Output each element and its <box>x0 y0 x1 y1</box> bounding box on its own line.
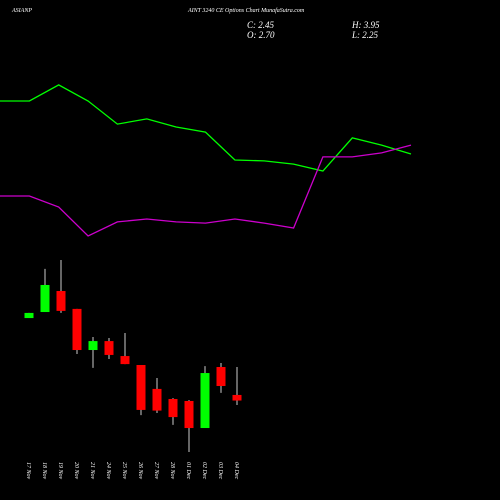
title-left: ASIANP <box>11 8 32 14</box>
line-series <box>0 84 412 172</box>
candle-body <box>88 341 98 351</box>
x-tick-label: 01 Dec <box>185 462 191 479</box>
x-tick-label: 21 Nov <box>89 462 95 480</box>
low-label: L: 2.25 <box>351 30 379 40</box>
candle-body <box>184 400 194 429</box>
x-tick-label: 18 Nov <box>41 462 47 480</box>
high-label: H: 3.95 <box>351 20 380 30</box>
open-label: O: 2.70 <box>247 30 275 40</box>
candle-body <box>168 398 178 418</box>
x-tick-label: 20 Nov <box>73 462 79 480</box>
candle-body <box>200 373 210 429</box>
candle-body <box>232 394 242 401</box>
x-tick-label: 26 Nov <box>137 462 143 480</box>
x-tick-label: 19 Nov <box>57 462 63 480</box>
candle-body <box>40 284 50 313</box>
candle-body <box>104 341 114 355</box>
candle-body <box>136 364 146 410</box>
x-tick-label: 03 Dec <box>217 462 223 479</box>
x-tick-label: 25 Nov <box>121 462 127 480</box>
x-tick-label: 17 Nov <box>25 462 31 480</box>
candle-body <box>56 291 66 311</box>
x-tick-label: 02 Dec <box>201 462 207 479</box>
candle-body <box>24 312 34 319</box>
candle-body <box>216 367 226 387</box>
candle-body <box>72 308 82 351</box>
title-right: AINT 3240 CE Options Chart MunafaSutra.c… <box>187 7 305 14</box>
line-series <box>0 144 412 237</box>
x-tick-label: 28 Nov <box>169 462 175 480</box>
x-tick-label: 24 Nov <box>105 462 112 480</box>
x-tick-label: 27 Nov <box>153 462 159 480</box>
candle-body <box>120 356 130 365</box>
close-label: C: 2.45 <box>247 20 275 30</box>
x-tick-label: 04 Dec <box>233 462 240 479</box>
candle-body <box>152 388 162 411</box>
